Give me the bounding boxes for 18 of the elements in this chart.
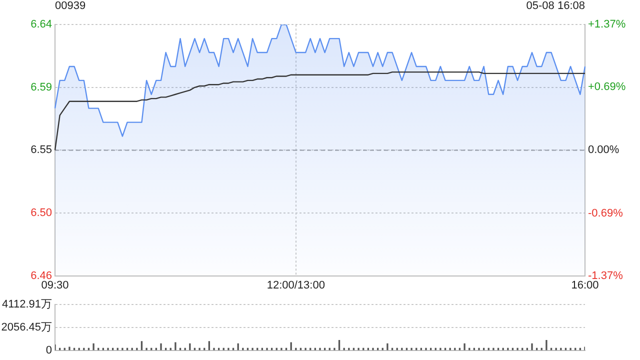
y-tick-label: 0 [46,344,52,356]
y2-tick-label: -1.37% [588,270,624,282]
y2-tick-label: +0.69% [588,80,626,93]
y-tick-label: 6.59 [30,81,52,94]
chart-title: 00939 [55,0,86,12]
y-tick-label: 2056.45万 [1,322,52,334]
y-tick-label: 4112.91万 [2,298,52,311]
y-tick-label: 6.46 [30,270,52,282]
y-tick-label: 6.64 [30,18,52,31]
x-tick-label: 12:00/13:00 [266,279,325,292]
y2-tick-label: -0.69% [588,207,624,220]
text: 05-08 16:08 [526,0,585,12]
y-tick-label: 6.50 [30,207,52,220]
x-tick-label: 16:00 [571,279,599,292]
y2-tick-label: +1.37% [588,18,626,31]
y-tick-label: 6.55 [30,144,52,156]
x-tick-label: 09:30 [41,279,69,292]
y2-tick-label: 0.00% [588,144,620,156]
